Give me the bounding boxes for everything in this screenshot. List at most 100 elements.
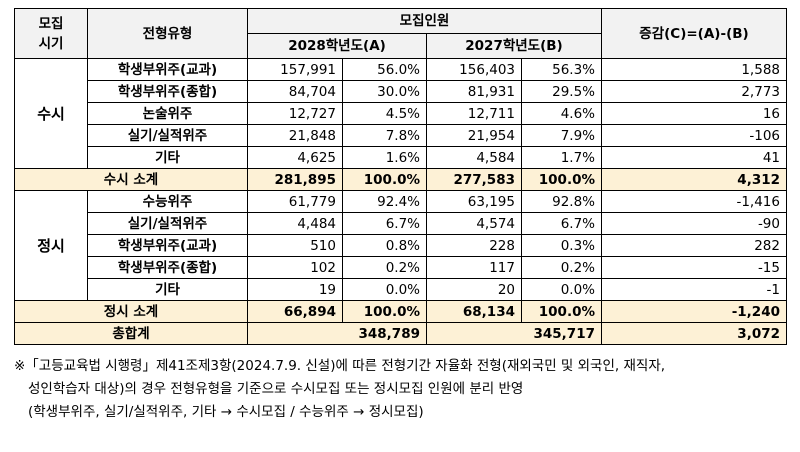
subtotal-2027: 68,134 [426,300,522,323]
value-2028: 61,779 [247,190,343,213]
value-2027: 4,574 [426,212,522,235]
change-value: 16 [601,102,787,125]
grand-total-2028: 348,789 [247,322,427,345]
subtotal-2028: 281,895 [247,168,343,191]
subtotal-percent-2027: 100.0% [521,300,602,323]
percent-2027: 7.9% [521,124,602,147]
header-row-1: 모집 시기 전형유형 모집인원 증감(C)=(A)-(B) [14,8,787,59]
subtotal-percent-2028: 100.0% [342,300,427,323]
header-type: 전형유형 [87,8,248,59]
header-2028: 2028학년도(A) [247,33,427,59]
change-value: 2,773 [601,80,787,103]
percent-2027: 6.7% [521,212,602,235]
change-value: 282 [601,234,787,257]
subtotal-percent-2027: 100.0% [521,168,602,191]
value-2027: 21,954 [426,124,522,147]
change-value: 41 [601,146,787,169]
value-2028: 510 [247,234,343,257]
percent-2028: 1.6% [342,146,427,169]
footnote: ※「고등교육법 시행령」제41조제3항(2024.7.9. 신설)에 따른 전형… [14,355,786,424]
table-row: 기타 4,625 1.6% 4,584 1.7% 41 [15,146,787,169]
type-label: 논술위주 [87,102,248,125]
recruitment-table-container: 모집 시기 전형유형 모집인원 증감(C)=(A)-(B) 2028학년도(A)… [14,8,787,424]
period-label: 정시 [14,190,88,301]
type-label: 기타 [87,278,248,301]
percent-2028: 0.8% [342,234,427,257]
subtotal-row: 정시 소계 66,894 100.0% 68,134 100.0% -1,240 [14,300,787,323]
type-label: 실기/실적위주 [87,212,248,235]
percent-2027: 0.2% [521,256,602,279]
table-row: 실기/실적위주 21,848 7.8% 21,954 7.9% -106 [15,124,787,147]
jeongsi-section: 정시 수능위주 61,779 92.4% 63,195 92.8% -1,416 실기/실적위… [14,190,787,323]
type-label: 학생부위주(교과) [87,234,248,257]
type-label: 수능위주 [87,190,248,213]
subtotal-label: 수시 소계 [14,168,248,191]
percent-2028: 92.4% [342,190,427,213]
recruitment-table: 모집 시기 전형유형 모집인원 증감(C)=(A)-(B) 2028학년도(A)… [14,8,787,345]
percent-2027: 0.0% [521,278,602,301]
value-2028: 19 [247,278,343,301]
value-2028: 157,991 [247,58,343,81]
percent-2028: 30.0% [342,80,427,103]
footnote-line-1: ※「고등교육법 시행령」제41조제3항(2024.7.9. 신설)에 따른 전형… [14,358,666,374]
value-2028: 12,727 [247,102,343,125]
subtotal-change: 4,312 [601,168,787,191]
subtotal-2028: 66,894 [247,300,343,323]
value-2027: 20 [426,278,522,301]
percent-2028: 0.2% [342,256,427,279]
grand-total-row: 총합계 348,789 345,717 3,072 [14,322,787,345]
percent-2027: 1.7% [521,146,602,169]
value-2028: 21,848 [247,124,343,147]
value-2028: 4,625 [247,146,343,169]
change-value: -1 [601,278,787,301]
percent-2027: 29.5% [521,80,602,103]
percent-2028: 56.0% [342,58,427,81]
percent-2027: 4.6% [521,102,602,125]
subtotal-label: 정시 소계 [14,300,248,323]
type-label: 실기/실적위주 [87,124,248,147]
table-row: 학생부위주(교과) 510 0.8% 228 0.3% 282 [15,234,787,257]
percent-2027: 56.3% [521,58,602,81]
value-2028: 102 [247,256,343,279]
subtotal-change: -1,240 [601,300,787,323]
value-2027: 228 [426,234,522,257]
grand-total-label: 총합계 [14,322,248,345]
change-value: 1,588 [601,58,787,81]
percent-2027: 92.8% [521,190,602,213]
value-2027: 4,584 [426,146,522,169]
value-2027: 117 [426,256,522,279]
change-value: -15 [601,256,787,279]
percent-2028: 6.7% [342,212,427,235]
type-label: 학생부위주(교과) [87,58,248,81]
percent-2027: 0.3% [521,234,602,257]
value-2027: 81,931 [426,80,522,103]
value-2028: 84,704 [247,80,343,103]
percent-2028: 7.8% [342,124,427,147]
change-value: -106 [601,124,787,147]
change-value: -90 [601,212,787,235]
percent-2028: 0.0% [342,278,427,301]
type-label: 학생부위주(종합) [87,256,248,279]
value-2027: 12,711 [426,102,522,125]
header-recruit: 모집인원 [247,8,602,34]
subtotal-2027: 277,583 [426,168,522,191]
table-row: 기타 19 0.0% 20 0.0% -1 [15,278,787,301]
table-row: 학생부위주(종합) 102 0.2% 117 0.2% -15 [15,256,787,279]
grand-total-2027: 345,717 [426,322,602,345]
table-row: 논술위주 12,727 4.5% 12,711 4.6% 16 [15,102,787,125]
type-label: 기타 [87,146,248,169]
value-2028: 4,484 [247,212,343,235]
subtotal-percent-2028: 100.0% [342,168,427,191]
period-label: 수시 [14,58,88,169]
subtotal-row: 수시 소계 281,895 100.0% 277,583 100.0% 4,312 [14,168,787,191]
grand-total-change: 3,072 [601,322,787,345]
value-2027: 63,195 [426,190,522,213]
table-row: 학생부위주(종합) 84,704 30.0% 81,931 29.5% 2,773 [15,80,787,103]
footnote-line-2: 성인학습자 대상)의 경우 전형유형을 기준으로 수시모집 또는 정시모집 인원… [28,381,524,397]
table-row: 수시 학생부위주(교과) 157,991 56.0% 156,403 56.3% 1,588 [14,58,787,169]
header-period: 모집 시기 [14,8,88,59]
header-row-2: 2028학년도(A) 2027학년도(B) [15,33,787,59]
susi-section: 수시 학생부위주(교과) 157,991 56.0% 156,403 56.3% 1,588… [14,58,787,191]
table-row: 정시 수능위주 61,779 92.4% 63,195 92.8% -1,416 [14,190,787,301]
value-2027: 156,403 [426,58,522,81]
